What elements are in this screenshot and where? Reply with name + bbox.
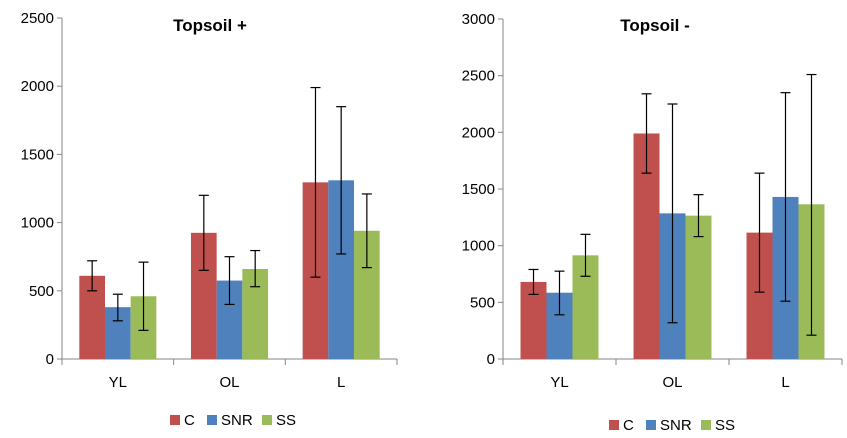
legend-label-c: C bbox=[623, 417, 634, 434]
legend-label-c: C bbox=[184, 412, 195, 429]
y-tick-label: 3000 bbox=[462, 11, 495, 28]
y-tick-label: 500 bbox=[470, 294, 495, 311]
y-tick-label: 0 bbox=[487, 351, 495, 368]
y-tick-label: 2500 bbox=[462, 68, 495, 85]
x-category-label: YL bbox=[109, 374, 127, 391]
y-tick-label: 2000 bbox=[21, 78, 54, 95]
legend-swatch-c bbox=[170, 415, 180, 425]
y-tick-label: 1000 bbox=[462, 238, 495, 255]
chart-1: Topsoil + 0 500 1000 1500 2000 2500 YL OL L C SNR SS bbox=[21, 10, 398, 429]
x-category-label: OL bbox=[662, 374, 682, 391]
legend-swatch-ss bbox=[262, 415, 272, 425]
chart-title: Topsoil - bbox=[620, 16, 690, 35]
y-tick-label: 1500 bbox=[21, 146, 54, 163]
y-tick-label: 1000 bbox=[21, 215, 54, 232]
y-tick-label: 1500 bbox=[462, 181, 495, 198]
legend-label-ss: SS bbox=[276, 412, 296, 429]
y-tick-label: 2000 bbox=[462, 124, 495, 141]
y-tick-label: 0 bbox=[46, 351, 54, 368]
x-category-label: OL bbox=[219, 374, 239, 391]
bar-ss-ol bbox=[685, 215, 712, 359]
legend-swatch-snr bbox=[207, 415, 217, 425]
legend-label-snr: SNR bbox=[221, 412, 253, 429]
legend: C SNR SS bbox=[170, 412, 296, 429]
legend-swatch-snr bbox=[646, 420, 656, 430]
legend-swatch-ss bbox=[701, 420, 711, 430]
chart-title: Topsoil + bbox=[173, 16, 247, 35]
x-category-label: YL bbox=[550, 374, 568, 391]
chart-2: Topsoil - 0 500 1000 1500 2000 2500 3000 YL OL L C S… bbox=[462, 11, 843, 434]
x-category-label: L bbox=[781, 374, 789, 391]
legend-label-snr: SNR bbox=[660, 417, 692, 434]
legend-swatch-c bbox=[609, 420, 619, 430]
legend-label-ss: SS bbox=[715, 417, 735, 434]
y-tick-label: 2500 bbox=[21, 10, 54, 27]
x-category-label: L bbox=[337, 374, 345, 391]
legend: C SNR SS bbox=[609, 417, 735, 434]
y-tick-label: 500 bbox=[29, 283, 54, 300]
